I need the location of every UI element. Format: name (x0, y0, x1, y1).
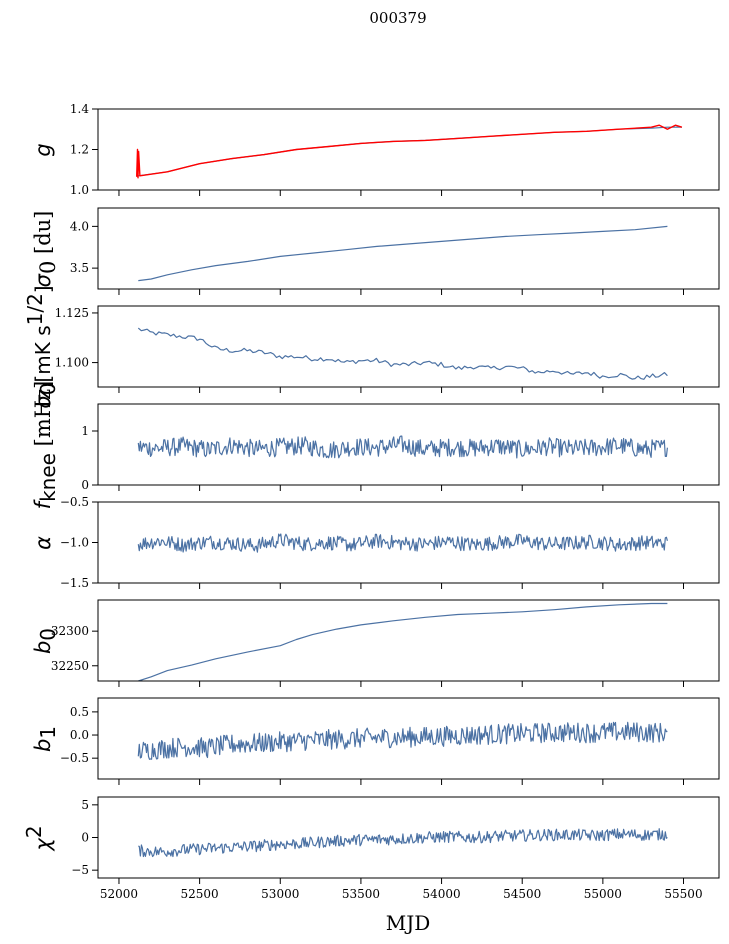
ylabel-chi2: χ2 (22, 825, 55, 851)
ylabel-g: g (31, 143, 55, 156)
ytick-label-g: 1.4 (70, 102, 89, 116)
xtick-label: 53000 (261, 887, 299, 901)
ylabel-fknee: fknee [mHz] (31, 381, 60, 510)
ytick-label-fknee: 1 (81, 424, 89, 438)
ylabel-alpha: α (31, 536, 55, 550)
series-line-sigma0_du-0 (138, 225, 668, 282)
axes-frame-sigma0_du (97, 207, 720, 290)
ytick-label-alpha: −1.5 (60, 576, 89, 590)
ytick-label-g: 1.2 (70, 143, 89, 157)
panel-fknee: 01 (81, 403, 720, 492)
axes-frame-g (97, 108, 720, 191)
axes-frame-b0 (97, 599, 720, 682)
series-line-b1-0 (137, 721, 668, 760)
panel-b1: −0.5 0.0 0.5 (60, 697, 720, 785)
ytick-label-fknee: 0 (81, 478, 89, 492)
ytick-label-b1: 0.5 (70, 705, 89, 719)
ytick-label-sigma0_mK: 1.100 (55, 356, 89, 370)
ytick-label-sigma0_mK: 1.125 (55, 306, 89, 320)
series-line-chi2-0 (138, 828, 668, 858)
xtick-label: 55000 (584, 887, 622, 901)
ytick-label-chi2: 5 (81, 798, 89, 812)
axes-frame-fknee (97, 403, 720, 486)
series-line-g-1 (136, 124, 683, 179)
figure-title: 000379 (369, 9, 426, 27)
xtick-label: 52500 (181, 887, 219, 901)
ylabel-sigma0-mk: σ0[mK s1/2] (23, 285, 60, 408)
ylabel-b1: b1 (31, 726, 60, 752)
x-axis-label: MJD (386, 911, 431, 935)
ytick-label-b1: −0.5 (60, 751, 89, 765)
series-line-b0-0 (138, 602, 668, 681)
ytick-label-g: 1.0 (70, 183, 89, 197)
panel-g: 1.0 1.2 1.4 (70, 102, 720, 197)
series-line-g-0 (138, 126, 682, 177)
series-line-alpha-0 (137, 533, 668, 553)
axes-frame-b1 (97, 697, 720, 780)
panel-sigma0_mK: 1.100 1.125 (55, 305, 720, 393)
ytick-label-b0: 32250 (51, 659, 89, 673)
ytick-label-sigma0_du: 4.0 (70, 219, 89, 233)
panel-b0: 32250 32300 (51, 599, 720, 687)
ylabel-b0: b0 (31, 628, 60, 654)
ytick-label-b1: 0.0 (70, 728, 89, 742)
panel-chi2: −5 0 5 52000 52500 53000 53500 54000 54500 55000 5… (71, 796, 720, 901)
xtick-label: 53500 (342, 887, 380, 901)
series-line-fknee-0 (137, 435, 668, 459)
xtick-label: 52000 (100, 887, 138, 901)
panel-sigma0_du: 3.5 4.0 (70, 207, 720, 295)
ytick-label-chi2: 0 (81, 831, 89, 845)
ytick-label-b0: 32300 (51, 624, 89, 638)
ytick-label-sigma0_du: 3.5 (70, 261, 89, 275)
axes-frame-sigma0_mK (97, 305, 720, 388)
ytick-label-alpha: −1.0 (60, 536, 89, 550)
ylabel-sigma0-du: σ0 [du] (31, 211, 60, 288)
xtick-label: 55500 (664, 887, 702, 901)
panels: 1.01.21.43.54.01.1001.12501−1.5−1.0−0.53… (51, 102, 720, 901)
panel-alpha: −1.5 −1.0 −0.5 (60, 495, 720, 590)
ytick-label-chi2: −5 (71, 863, 89, 877)
xtick-label: 54000 (422, 887, 460, 901)
xtick-label: 54500 (503, 887, 541, 901)
ytick-label-alpha: −0.5 (60, 495, 89, 509)
series-line-sigma0_mK-0 (137, 327, 668, 380)
